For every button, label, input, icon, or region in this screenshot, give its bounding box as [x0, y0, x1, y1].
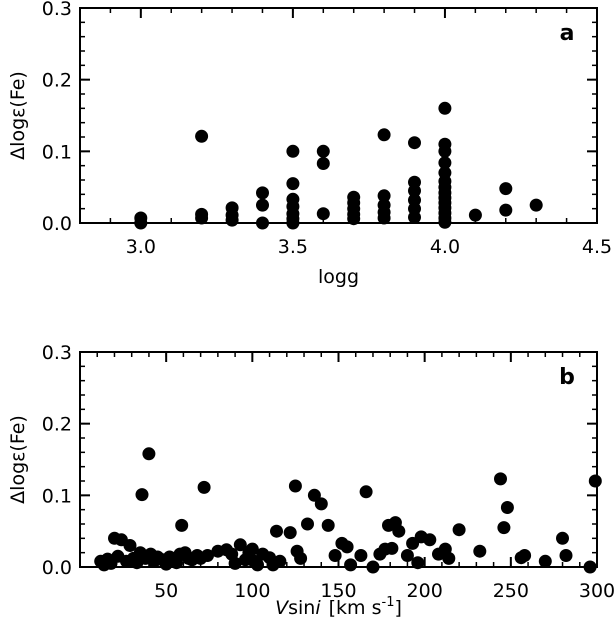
scatter-panel-a: 3.0 3.5 4.0 4.5 0.0 0.1 0.2 0.3 a logg Δlogε(Fe… [7, 0, 612, 288]
panel-b-data-point [123, 539, 137, 552]
panel-a-y-tick-label: 0.0 [42, 213, 72, 235]
panel-a-x-tick-label: 4.0 [430, 236, 460, 258]
panel-b-y-tick-label: 0.0 [42, 557, 72, 579]
panel-b-x-tick-label: 100 [234, 580, 270, 602]
panel-b-data-point [494, 472, 507, 486]
panel-b-data-point [411, 556, 425, 570]
panel-b-y-tick-label: 0.2 [42, 414, 72, 436]
panel-b-data-point [442, 551, 456, 565]
panel-b-data-point [251, 558, 264, 572]
panel-b-data-point [556, 531, 569, 545]
panel-a-data-point [438, 101, 452, 115]
panel-b-xlabel-v: V [275, 597, 290, 619]
panel-b-data-point [270, 524, 283, 538]
panel-b-data-point [500, 501, 514, 514]
panel-b-data-point [301, 517, 314, 531]
panel-a-data-point [408, 136, 421, 150]
panel-b-plot-frame [79, 351, 598, 568]
panel-a-data-point [316, 157, 330, 170]
panel-a-data-point [468, 208, 482, 222]
panel-b-data-point [354, 549, 368, 562]
panel-b-data-points [94, 447, 602, 574]
panel-a-data-points [134, 101, 543, 230]
panel-a-data-point [286, 144, 300, 158]
panel-b-data-point [392, 524, 406, 538]
panel-b-x-tick-label: 200 [407, 580, 443, 602]
panel-a-data-point [316, 207, 330, 221]
panel-b-data-point [175, 518, 189, 532]
panel-b-data-point [294, 551, 308, 565]
panel-b-y-tick-label: 0.1 [42, 485, 72, 507]
panel-a-data-point [377, 128, 391, 142]
panel-a-y-tick-label: 0.1 [42, 141, 72, 163]
panel-b-x-tick-label: 250 [493, 580, 529, 602]
panel-b-x-axis-label: Vsini [km s-1] [275, 595, 402, 619]
panel-b-data-point [328, 549, 342, 562]
panel-b-x-tick-label: 300 [579, 580, 615, 602]
panel-b-y-tick-label: 0.3 [42, 342, 72, 364]
panel-b-x-tick-label: 50 [154, 580, 178, 602]
panel-a-data-point [195, 129, 209, 143]
panel-a-data-point [529, 198, 543, 212]
panel-a-data-point [499, 182, 513, 196]
panel-b-data-point [400, 549, 414, 562]
panel-b-data-point [321, 518, 335, 532]
panel-b-xlabel-i: i [315, 597, 321, 619]
panel-a-data-point [286, 177, 300, 191]
panel-b-data-point [245, 542, 259, 556]
panel-b-xlabel-exp: -1 [382, 595, 395, 610]
panel-a-x-tick-label: 3.5 [278, 236, 308, 258]
panel-b-data-point [497, 521, 511, 535]
panel-a-plot-frame [79, 7, 598, 224]
panel-a-y-tick-label: 0.3 [42, 0, 72, 20]
panel-a-data-point [256, 186, 269, 200]
panel-a-y-tick-label: 0.2 [42, 70, 72, 92]
panel-a-data-point [438, 144, 452, 158]
panel-b-xlabel-close: ] [394, 597, 401, 619]
panel-b-x-tick-label: 150 [320, 580, 356, 602]
panel-b-data-point [314, 497, 328, 511]
panel-a-x-tick-label: 3.0 [126, 236, 156, 258]
panel-a-y-axis-label: Δlogε(Fe) [7, 71, 29, 160]
panel-a-x-axis-label-text: logg [318, 266, 359, 288]
panel-b-letter-label: b [559, 365, 575, 390]
panel-b-data-point [197, 480, 211, 494]
panel-b-data-point [359, 485, 373, 499]
panel-a-ticks: 3.0 3.5 4.0 4.5 0.0 0.1 0.2 0.3 [42, 0, 612, 258]
panel-a-data-point [499, 203, 513, 217]
scatter-panel-b: 50 100 150 200 250 300 0.0 0.1 0.2 0.3 b Vsini [km… [7, 342, 615, 619]
panel-b-data-point [452, 523, 466, 537]
panel-a-data-point [316, 144, 330, 158]
panel-b-data-point [283, 526, 297, 540]
panel-a-data-point [408, 210, 421, 224]
panel-b-data-point [559, 549, 573, 562]
panel-b-data-point [518, 549, 532, 562]
panel-a-data-point [256, 198, 269, 212]
panel-b-data-point [273, 554, 287, 568]
panel-b-xlabel-unit: [km s [329, 597, 382, 619]
panel-b-data-point [538, 554, 552, 568]
panel-b-ticks: 50 100 150 200 250 300 0.0 0.1 0.2 0.3 [42, 342, 615, 602]
panel-b-data-point [423, 533, 437, 547]
panel-b-data-point [340, 540, 354, 554]
panel-b-data-point [288, 479, 302, 493]
panel-b-data-point [344, 558, 358, 572]
panel-b-xlabel-sin: sin [288, 597, 315, 619]
panel-b-data-point [135, 488, 149, 502]
panel-a-data-point [408, 184, 421, 198]
panel-b-data-point [142, 447, 156, 461]
panel-b-data-point [473, 544, 487, 558]
panel-b-data-point [385, 541, 399, 555]
panel-a-data-point [377, 189, 391, 203]
panel-a-data-point [438, 156, 452, 170]
panel-b-y-axis-label: Δlogε(Fe) [7, 415, 29, 504]
panel-a-x-tick-label: 4.5 [582, 236, 612, 258]
panel-a-letter-label: a [560, 21, 575, 46]
panel-a-x-axis-label: logg [318, 266, 359, 288]
panel-b-data-point [233, 538, 247, 552]
panel-b-data-point [201, 549, 214, 562]
